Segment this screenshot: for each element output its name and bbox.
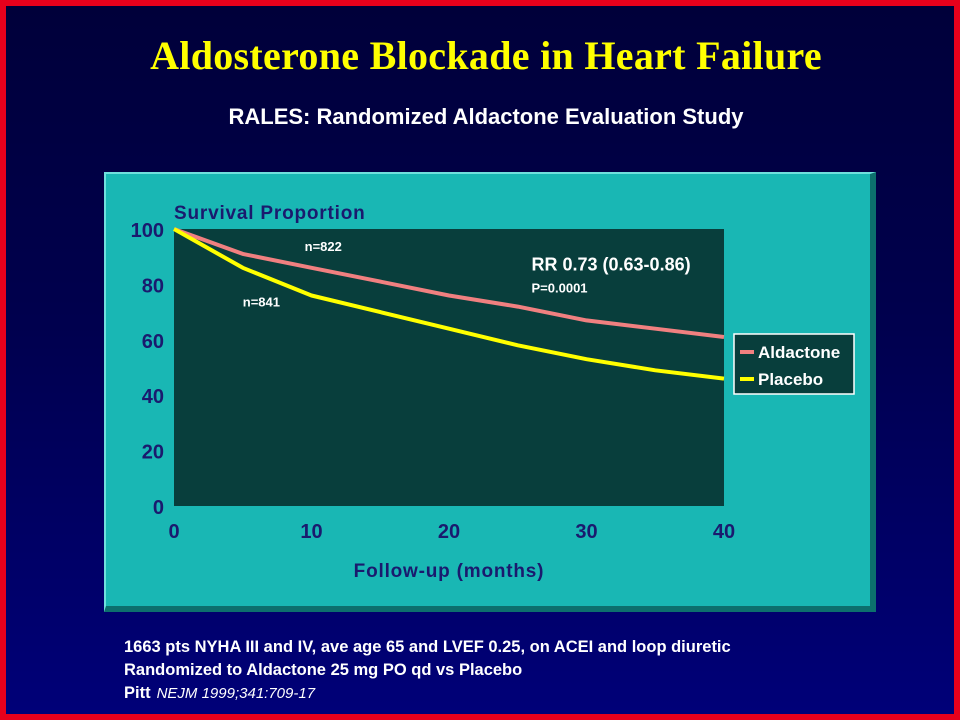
- annotation-1: n=822: [305, 239, 342, 254]
- chart-title: Survival Proportion: [174, 203, 366, 224]
- legend-label-placebo: Placebo: [758, 370, 823, 389]
- footnote-line-1: 1663 pts NYHA III and IV, ave age 65 and…: [124, 638, 731, 656]
- x-tick-label: 10: [300, 521, 322, 543]
- footnote-author: Pitt: [124, 684, 151, 702]
- x-tick-label: 20: [438, 521, 460, 543]
- y-tick-label: 0: [153, 497, 164, 519]
- chart-panel: Survival Proportion 0 20 40 60 80 100 0 10 20 30 40…: [104, 172, 876, 612]
- y-tick-label: 20: [142, 442, 164, 464]
- x-axis-label: Follow-up (months): [354, 561, 545, 582]
- series-line-placebo: [173, 227, 725, 381]
- legend-label-aldactone: Aldactone: [758, 343, 840, 362]
- y-tick-label: 80: [142, 275, 164, 297]
- x-tick-label: 40: [713, 521, 735, 543]
- footnote-line-2: Randomized to Aldactone 25 mg PO qd vs P…: [124, 661, 523, 679]
- footnote-reference: NEJM 1999;341:709-17: [156, 685, 316, 702]
- annotation-3: RR 0.73 (0.63-0.86): [532, 255, 691, 275]
- slide-title: Aldosterone Blockade in Heart Failure: [150, 33, 822, 78]
- annotation-4: P=0.0001: [532, 281, 588, 296]
- y-tick-label: 60: [142, 331, 164, 353]
- slide-subtitle: RALES: Randomized Aldactone Evaluation S…: [228, 104, 744, 129]
- survival-chart: Survival Proportion 0 20 40 60 80 100 0 10 20 30 40…: [131, 203, 855, 582]
- footnote: 1663 pts NYHA III and IV, ave age 65 and…: [124, 636, 731, 705]
- footnote-citation-line: Pitt NEJM 1999;341:709-17: [124, 682, 731, 705]
- legend-box: [733, 333, 855, 395]
- series-line-aldactone: [173, 227, 725, 339]
- y-tick-label: 40: [142, 386, 164, 408]
- annotation-2: n=841: [243, 295, 280, 310]
- x-tick-label: 0: [168, 521, 179, 543]
- x-tick-label: 30: [575, 521, 597, 543]
- y-tick-label: 100: [131, 220, 164, 242]
